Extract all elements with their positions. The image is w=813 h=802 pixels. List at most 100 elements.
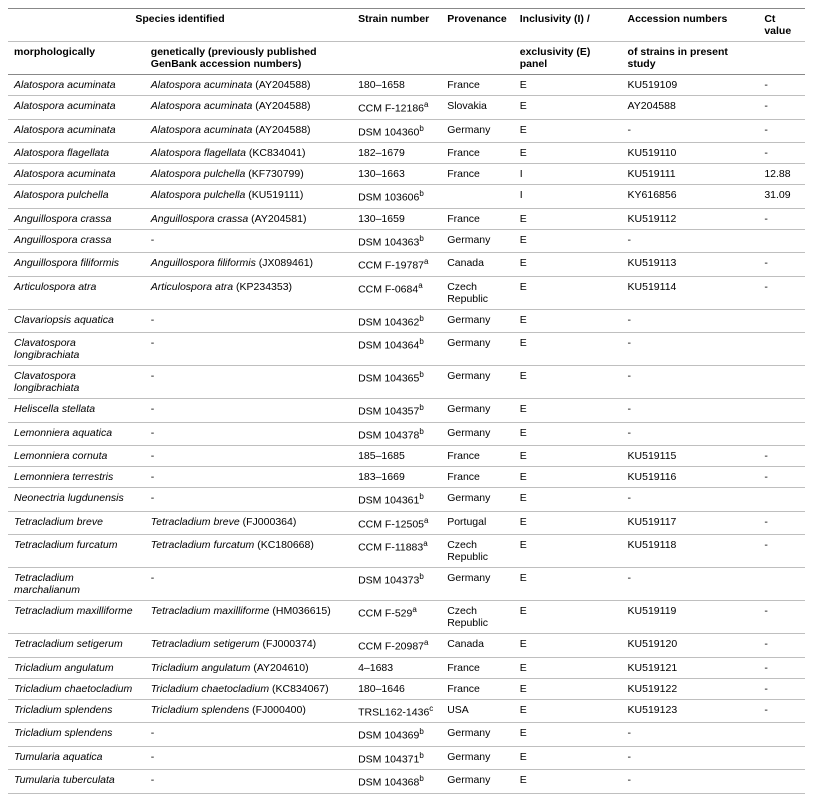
table-row: Tetracladium furcatumTetracladium furcat… bbox=[8, 535, 805, 568]
cell-acc: KU519115 bbox=[622, 446, 759, 467]
cell-prov: Germany bbox=[441, 770, 514, 794]
cell-strain: DSM 104373b bbox=[352, 568, 441, 601]
cell-gen: Tetracladium maxilliforme (HM036615) bbox=[145, 601, 352, 634]
cell-gen: Alatospora flagellata (KC834041) bbox=[145, 143, 352, 164]
cell-gen: - bbox=[145, 770, 352, 794]
cell-strain: 182–1679 bbox=[352, 143, 441, 164]
cell-ct: - bbox=[758, 678, 805, 699]
cell-gen: - bbox=[145, 488, 352, 512]
cell-panel: E bbox=[514, 75, 622, 96]
cell-morph: Tetracladium breve bbox=[8, 511, 145, 535]
header-ct: Ct value bbox=[758, 9, 805, 42]
table-row: Tetracladium breveTetracladium breve (FJ… bbox=[8, 511, 805, 535]
cell-gen: Tetracladium furcatum (KC180668) bbox=[145, 535, 352, 568]
cell-ct bbox=[758, 568, 805, 601]
cell-gen: - bbox=[145, 568, 352, 601]
cell-panel: E bbox=[514, 253, 622, 277]
cell-ct: - bbox=[758, 511, 805, 535]
table-row: Tumularia tuberculata-DSM 104368bGermany… bbox=[8, 770, 805, 794]
table-row: Alatospora acuminataAlatospora acuminata… bbox=[8, 75, 805, 96]
header-acc-top: Accession numbers bbox=[622, 9, 759, 42]
cell-gen: - bbox=[145, 309, 352, 333]
subheader-gen: genetically (previously published GenBan… bbox=[145, 42, 352, 75]
table-row: Alatospora acuminataAlatospora acuminata… bbox=[8, 119, 805, 143]
cell-panel: E bbox=[514, 467, 622, 488]
cell-acc: KU519112 bbox=[622, 208, 759, 229]
cell-panel: E bbox=[514, 723, 622, 747]
cell-acc: - bbox=[622, 746, 759, 770]
cell-acc: KY616856 bbox=[622, 185, 759, 209]
cell-gen: Alatospora acuminata (AY204588) bbox=[145, 75, 352, 96]
cell-ct: - bbox=[758, 143, 805, 164]
cell-panel: E bbox=[514, 309, 622, 333]
cell-morph: Alatospora acuminata bbox=[8, 75, 145, 96]
cell-prov: Germany bbox=[441, 366, 514, 399]
cell-prov: Germany bbox=[441, 488, 514, 512]
subheader-acc: of strains in present study bbox=[622, 42, 759, 75]
table-row: Tetracladium setigerumTetracladium setig… bbox=[8, 634, 805, 658]
cell-morph: Clavatospora longibrachiata bbox=[8, 333, 145, 366]
cell-prov: Germany bbox=[441, 399, 514, 423]
cell-prov: Germany bbox=[441, 723, 514, 747]
cell-panel: E bbox=[514, 143, 622, 164]
table-row: Anguillospora filiformisAnguillospora fi… bbox=[8, 253, 805, 277]
cell-ct: - bbox=[758, 601, 805, 634]
cell-strain: DSM 104371b bbox=[352, 746, 441, 770]
cell-acc: KU519119 bbox=[622, 601, 759, 634]
cell-acc: KU519120 bbox=[622, 634, 759, 658]
cell-prov: Germany bbox=[441, 309, 514, 333]
cell-panel: E bbox=[514, 333, 622, 366]
cell-panel: E bbox=[514, 422, 622, 446]
cell-ct bbox=[758, 723, 805, 747]
table-row: Tricladium chaetocladiumTricladium chaet… bbox=[8, 678, 805, 699]
cell-acc: KU519109 bbox=[622, 75, 759, 96]
cell-gen: - bbox=[145, 746, 352, 770]
header-strain: Strain number bbox=[352, 9, 441, 42]
table-row: Lemonniera terrestris-183–1669FranceEKU5… bbox=[8, 467, 805, 488]
cell-morph: Lemonniera cornuta bbox=[8, 446, 145, 467]
cell-gen: - bbox=[145, 399, 352, 423]
cell-acc: KU519116 bbox=[622, 467, 759, 488]
cell-panel: E bbox=[514, 488, 622, 512]
cell-gen: - bbox=[145, 467, 352, 488]
cell-gen: - bbox=[145, 366, 352, 399]
table-row: Anguillospora crassaAnguillospora crassa… bbox=[8, 208, 805, 229]
table-row: Tetracladium maxilliformeTetracladium ma… bbox=[8, 601, 805, 634]
cell-gen: Tricladium chaetocladium (KC834067) bbox=[145, 678, 352, 699]
header-panel-top: Inclusivity (I) / bbox=[514, 9, 622, 42]
cell-panel: E bbox=[514, 770, 622, 794]
cell-morph: Clavatospora longibrachiata bbox=[8, 366, 145, 399]
cell-ct: - bbox=[758, 699, 805, 723]
cell-strain: DSM 104361b bbox=[352, 488, 441, 512]
subheader-ct bbox=[758, 42, 805, 75]
cell-morph: Alatospora flagellata bbox=[8, 143, 145, 164]
cell-acc: KU519118 bbox=[622, 535, 759, 568]
cell-prov: France bbox=[441, 75, 514, 96]
cell-strain: CCM F-11883a bbox=[352, 535, 441, 568]
cell-ct bbox=[758, 366, 805, 399]
cell-gen: Tetracladium breve (FJ000364) bbox=[145, 511, 352, 535]
cell-ct: - bbox=[758, 96, 805, 120]
table-row: Alatospora pulchellaAlatospora pulchella… bbox=[8, 185, 805, 209]
cell-strain: CCM F-19787a bbox=[352, 253, 441, 277]
cell-acc: - bbox=[622, 488, 759, 512]
cell-morph: Tetracladium setigerum bbox=[8, 634, 145, 658]
cell-prov: Germany bbox=[441, 229, 514, 253]
cell-panel: E bbox=[514, 699, 622, 723]
cell-gen: - bbox=[145, 723, 352, 747]
cell-panel: E bbox=[514, 208, 622, 229]
cell-gen: - bbox=[145, 422, 352, 446]
subheader-strain bbox=[352, 42, 441, 75]
cell-panel: E bbox=[514, 399, 622, 423]
cell-prov: France bbox=[441, 446, 514, 467]
cell-ct: - bbox=[758, 535, 805, 568]
cell-strain: DSM 104365b bbox=[352, 366, 441, 399]
table-row: Alatospora acuminataAlatospora pulchella… bbox=[8, 164, 805, 185]
cell-ct: - bbox=[758, 75, 805, 96]
cell-panel: E bbox=[514, 746, 622, 770]
cell-gen: Tetracladium setigerum (FJ000374) bbox=[145, 634, 352, 658]
cell-morph: Heliscella stellata bbox=[8, 399, 145, 423]
table-row: Clavatospora longibrachiata-DSM 104365bG… bbox=[8, 366, 805, 399]
cell-prov: Germany bbox=[441, 333, 514, 366]
cell-acc: - bbox=[622, 770, 759, 794]
